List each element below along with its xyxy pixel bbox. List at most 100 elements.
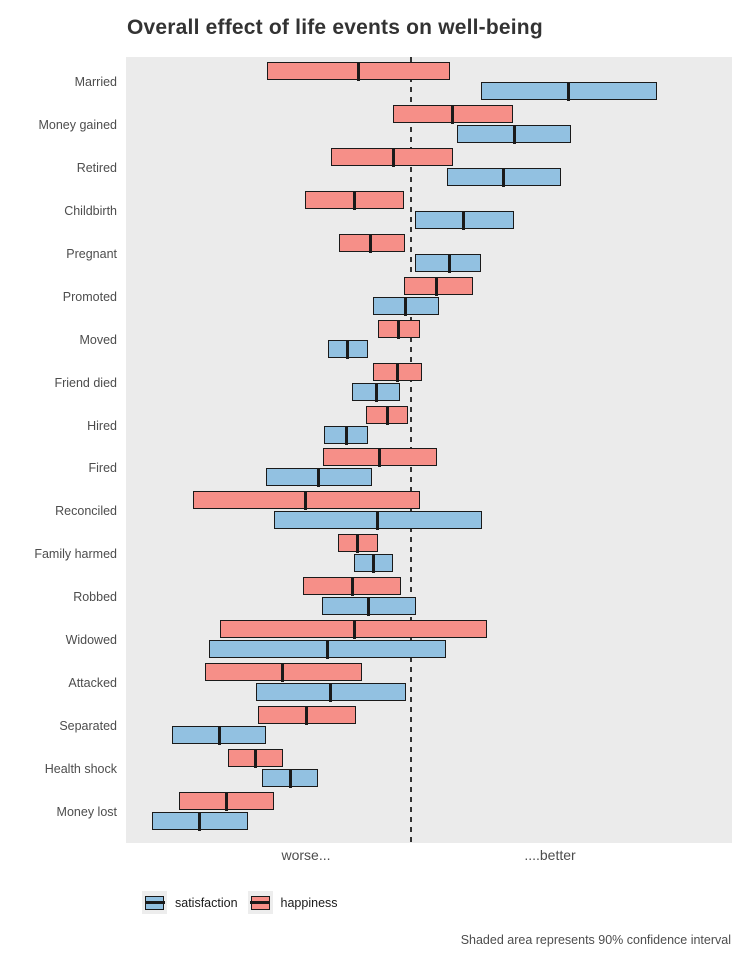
ci-bar-happiness <box>257 705 356 725</box>
ci-bar-happiness <box>392 104 513 124</box>
ci-bar-happiness <box>204 662 362 682</box>
y-axis-label: Family harmed <box>34 547 117 562</box>
point-estimate-line <box>329 682 333 702</box>
point-estimate-line <box>385 405 389 425</box>
happiness-swatch-icon <box>250 895 271 910</box>
point-estimate-line <box>377 447 381 467</box>
point-estimate-line <box>368 233 372 253</box>
ci-bar-happiness <box>228 748 283 768</box>
ci-bar-happiness <box>220 619 487 639</box>
ci-bar-satisfaction <box>261 768 318 788</box>
point-estimate-line <box>198 811 202 831</box>
legend-label-happiness: happiness <box>280 895 338 910</box>
legend: satisfaction happiness <box>142 891 338 914</box>
ci-bar-happiness <box>322 447 437 467</box>
legend-item-satisfaction: satisfaction <box>142 891 238 914</box>
y-axis-label: Moved <box>79 332 117 347</box>
point-estimate-line <box>355 533 359 553</box>
ci-bar-satisfaction <box>265 467 372 487</box>
legend-label-satisfaction: satisfaction <box>175 895 238 910</box>
legend-key-satisfaction <box>142 891 167 914</box>
ci-bar-happiness <box>377 319 420 339</box>
y-axis-label: Friend died <box>54 375 117 390</box>
ci-bar-satisfaction <box>372 296 439 316</box>
point-estimate-line <box>376 510 380 530</box>
point-estimate-line <box>434 276 438 296</box>
ci-bar-satisfaction <box>255 682 406 702</box>
point-estimate-line <box>352 190 356 210</box>
point-estimate-line <box>397 319 401 339</box>
ci-bar-satisfaction <box>415 210 514 230</box>
point-estimate-line <box>225 791 229 811</box>
point-estimate-line <box>281 662 285 682</box>
chart-title: Overall effect of life events on well-be… <box>127 16 543 39</box>
point-estimate-line <box>253 748 257 768</box>
ci-bar-satisfaction <box>151 811 248 831</box>
ci-bar-satisfaction <box>415 253 481 273</box>
point-estimate-line <box>357 61 361 81</box>
y-axis-label: Married <box>74 75 117 89</box>
ci-bar-happiness <box>179 791 274 811</box>
ci-bar-happiness <box>305 190 404 210</box>
crossbar-midline-icon <box>144 901 165 904</box>
point-estimate-line <box>566 81 570 101</box>
ci-bar-happiness <box>337 533 378 553</box>
ci-bar-happiness <box>372 362 422 382</box>
point-estimate-line <box>371 553 375 573</box>
point-estimate-line <box>316 467 320 487</box>
ci-bar-happiness <box>339 233 405 253</box>
y-axis-label: Promoted <box>62 289 117 304</box>
y-axis-label: Pregnant <box>66 246 117 261</box>
y-axis-label: Childbirth <box>64 203 117 218</box>
legend-key-happiness <box>247 891 273 914</box>
point-estimate-line <box>346 339 350 359</box>
ci-bar-satisfaction <box>456 124 571 144</box>
y-axis-labels: Married Money gained Retired Childbirth Preg… <box>0 0 117 969</box>
point-estimate-line <box>451 104 455 124</box>
point-estimate-line <box>502 167 506 187</box>
y-axis-label: Health shock <box>44 762 117 777</box>
ci-bar-satisfaction <box>352 382 400 402</box>
ci-bar-satisfaction <box>354 553 393 573</box>
ci-bar-satisfaction <box>446 167 561 187</box>
y-axis-label: Reconciled <box>55 504 117 519</box>
ci-bar-satisfaction <box>273 510 482 530</box>
y-axis-label: Hired <box>87 418 117 433</box>
y-axis-label: Robbed <box>73 590 117 605</box>
point-estimate-line <box>404 296 408 316</box>
point-estimate-line <box>304 490 308 510</box>
point-estimate-line <box>217 725 221 745</box>
point-estimate-line <box>392 147 396 167</box>
ci-bar-happiness <box>404 276 473 296</box>
point-estimate-line <box>375 382 379 402</box>
ci-bar-happiness <box>330 147 453 167</box>
crossbar-midline-icon <box>250 901 271 904</box>
point-estimate-line <box>326 639 330 659</box>
point-estimate-line <box>350 576 354 596</box>
ci-bar-satisfaction <box>172 725 266 745</box>
x-tick-worse: worse... <box>281 847 331 863</box>
ci-bar-satisfaction <box>327 339 368 359</box>
y-axis-label: Fired <box>88 461 117 476</box>
y-axis-label: Widowed <box>65 633 117 648</box>
ci-bar-happiness <box>366 405 408 425</box>
point-estimate-line <box>395 362 399 382</box>
point-estimate-line <box>345 425 349 445</box>
ci-bar-satisfaction <box>208 639 446 659</box>
ci-bar-satisfaction <box>481 81 657 101</box>
point-estimate-line <box>448 253 452 273</box>
y-axis-label: Attacked <box>68 676 117 691</box>
point-estimate-line <box>367 596 371 616</box>
y-axis-label: Retired <box>76 160 117 175</box>
point-estimate-line <box>289 768 293 788</box>
ci-bar-happiness <box>192 490 420 510</box>
satisfaction-swatch-icon <box>144 895 165 910</box>
point-estimate-line <box>513 124 517 144</box>
ci-bar-happiness <box>303 576 401 596</box>
point-estimate-line <box>353 619 357 639</box>
ci-bar-satisfaction <box>323 425 368 445</box>
ci-bar-happiness <box>266 61 450 81</box>
point-estimate-line <box>304 705 308 725</box>
legend-item-happiness: happiness <box>247 891 338 914</box>
